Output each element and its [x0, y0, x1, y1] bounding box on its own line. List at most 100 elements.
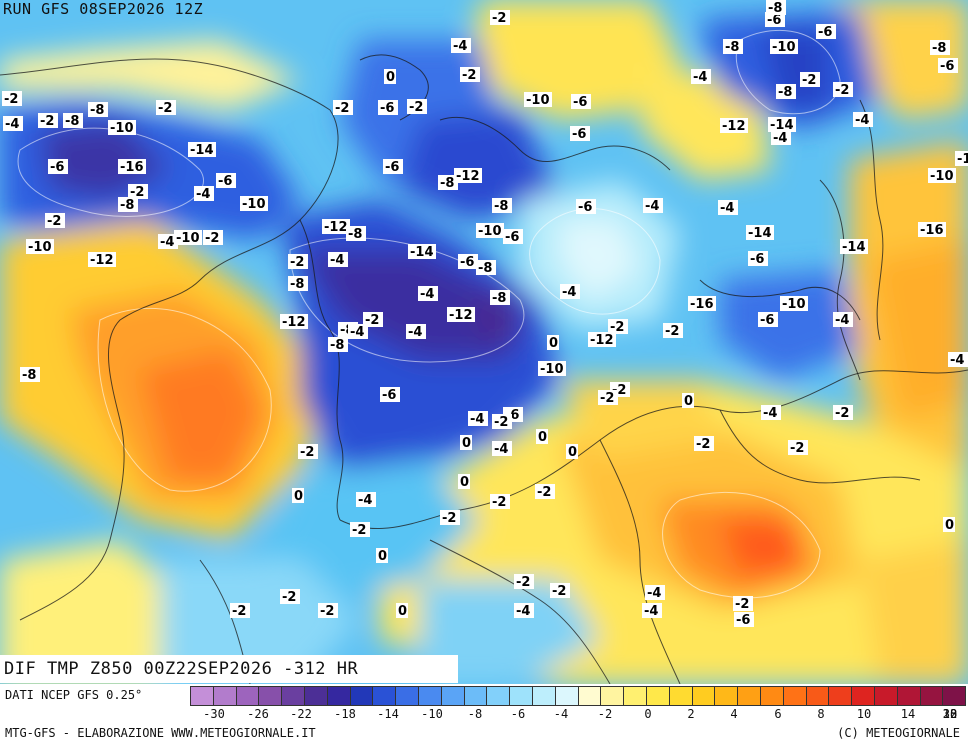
contour-value-label: -10: [110, 121, 134, 136]
color-swatch: [350, 687, 374, 705]
color-swatch: [646, 687, 670, 705]
contour-value-label: -2: [47, 214, 61, 229]
label-background: [524, 92, 552, 107]
label-background: [645, 585, 665, 600]
contour-value-label: -4: [196, 187, 210, 202]
label-background: [378, 100, 398, 115]
contour-value-label: -4: [835, 313, 849, 328]
contour-value-label: -6: [818, 25, 832, 40]
contour-value-label: -6: [573, 95, 587, 110]
contour-value-label: -12: [456, 169, 480, 184]
contour-value-label: -14: [770, 118, 794, 133]
contour-value-label: -12: [324, 220, 348, 235]
label-background: [571, 94, 591, 109]
color-scale-tick: 30: [942, 707, 958, 721]
color-scale-tick: 18: [942, 707, 958, 721]
contour-value-label: -2: [335, 101, 349, 116]
contour-value-label: -8: [348, 227, 362, 242]
map-title: DIF TMP Z850 00Z22SEP2026 -312 HR: [0, 655, 458, 683]
contour-value-label: -2: [516, 575, 530, 590]
contour-value-label: -4: [494, 442, 508, 457]
color-scale-ticks: -30 -26 -22 -18 -14 -10 -8 -6 -4 -2 0 2 4 6 8 10 14 18 22 3…: [190, 707, 966, 723]
contour-value-label: -4: [453, 39, 467, 54]
contour-value-label: -2: [802, 73, 816, 88]
label-background: [346, 226, 366, 241]
color-swatch: [760, 687, 784, 705]
label-background: [384, 69, 396, 84]
contour-value-label: -10: [930, 169, 954, 184]
credit-left: MTG-GFS - ELABORAZIONE WWW.METEOGIORNALE…: [5, 726, 316, 740]
contour-value-label: -8: [330, 338, 344, 353]
color-swatch: [510, 687, 533, 705]
contour-value-label: -10: [772, 40, 796, 55]
contour-value-label: -4: [773, 131, 787, 146]
contour-value-label: -2: [835, 406, 849, 421]
label-background: [723, 39, 743, 54]
label-background: [930, 40, 950, 55]
color-swatch: [852, 687, 875, 705]
color-swatch: [738, 687, 761, 705]
color-swatch: [555, 687, 579, 705]
label-background: [734, 612, 754, 627]
contour-value-label: -6: [736, 613, 750, 628]
contour-value-label: -8: [478, 261, 492, 276]
contour-value-label: -4: [5, 117, 19, 132]
color-scale-tick: -10: [421, 707, 443, 721]
label-background: [566, 444, 578, 459]
contour-value-label: -2: [365, 313, 379, 328]
contour-value-label: -2: [442, 511, 456, 526]
label-background: [356, 492, 376, 507]
label-background: [833, 82, 853, 97]
run-title: RUN GFS 08SEP2026 12Z: [3, 0, 204, 18]
label-background: [694, 436, 714, 451]
color-swatch: [487, 687, 511, 705]
contour-value-label: -4: [470, 412, 484, 427]
contour-value-label: -8: [65, 114, 79, 129]
label-background: [460, 435, 472, 450]
contour-value-label: -12: [449, 308, 473, 323]
contour-value-label: -2: [352, 523, 366, 538]
label-background: [328, 337, 348, 352]
contour-value-label: -8: [440, 176, 454, 191]
color-scale-tick: -18: [334, 707, 356, 721]
label-background: [407, 99, 427, 114]
contour-value-label: 0: [398, 604, 407, 619]
label-background: [955, 151, 968, 166]
contour-value-label: -12: [90, 253, 114, 268]
color-swatch: [783, 687, 807, 705]
label-background: [380, 387, 400, 402]
contour-value-label: -8: [90, 103, 104, 118]
label-background: [292, 488, 304, 503]
label-background: [451, 38, 471, 53]
color-scale-tick: -30: [203, 707, 225, 721]
contour-value-label: -10: [176, 231, 200, 246]
label-background: [383, 159, 403, 174]
label-background: [918, 222, 946, 237]
contour-value-label: -6: [218, 174, 232, 189]
contour-value-label: -4: [950, 353, 964, 368]
contour-value-label: -6: [750, 252, 764, 267]
contour-value-label: -8: [290, 277, 304, 292]
contour-value-label: -2: [320, 604, 334, 619]
label-background: [746, 225, 774, 240]
color-scale-bar: [190, 686, 966, 706]
label-background: [608, 319, 628, 334]
color-scale-tick: -26: [247, 707, 269, 721]
contour-value-label: 0: [386, 70, 395, 85]
contour-value-label: -6: [940, 59, 954, 74]
label-background: [447, 307, 475, 322]
label-background: [770, 39, 798, 54]
contour-value-label: -2: [4, 92, 18, 107]
label-background: [492, 441, 512, 456]
color-swatch: [624, 687, 647, 705]
label-background: [288, 276, 308, 291]
label-background: [406, 324, 426, 339]
contour-value-label: -4: [647, 586, 661, 601]
label-background: [765, 12, 785, 27]
contour-value-label: -4: [350, 325, 364, 340]
label-background: [318, 603, 338, 618]
label-background: [833, 312, 853, 327]
contour-value-label: -8: [494, 199, 508, 214]
contour-value-label: -2: [537, 485, 551, 500]
color-scale-tick: 2: [687, 707, 695, 721]
